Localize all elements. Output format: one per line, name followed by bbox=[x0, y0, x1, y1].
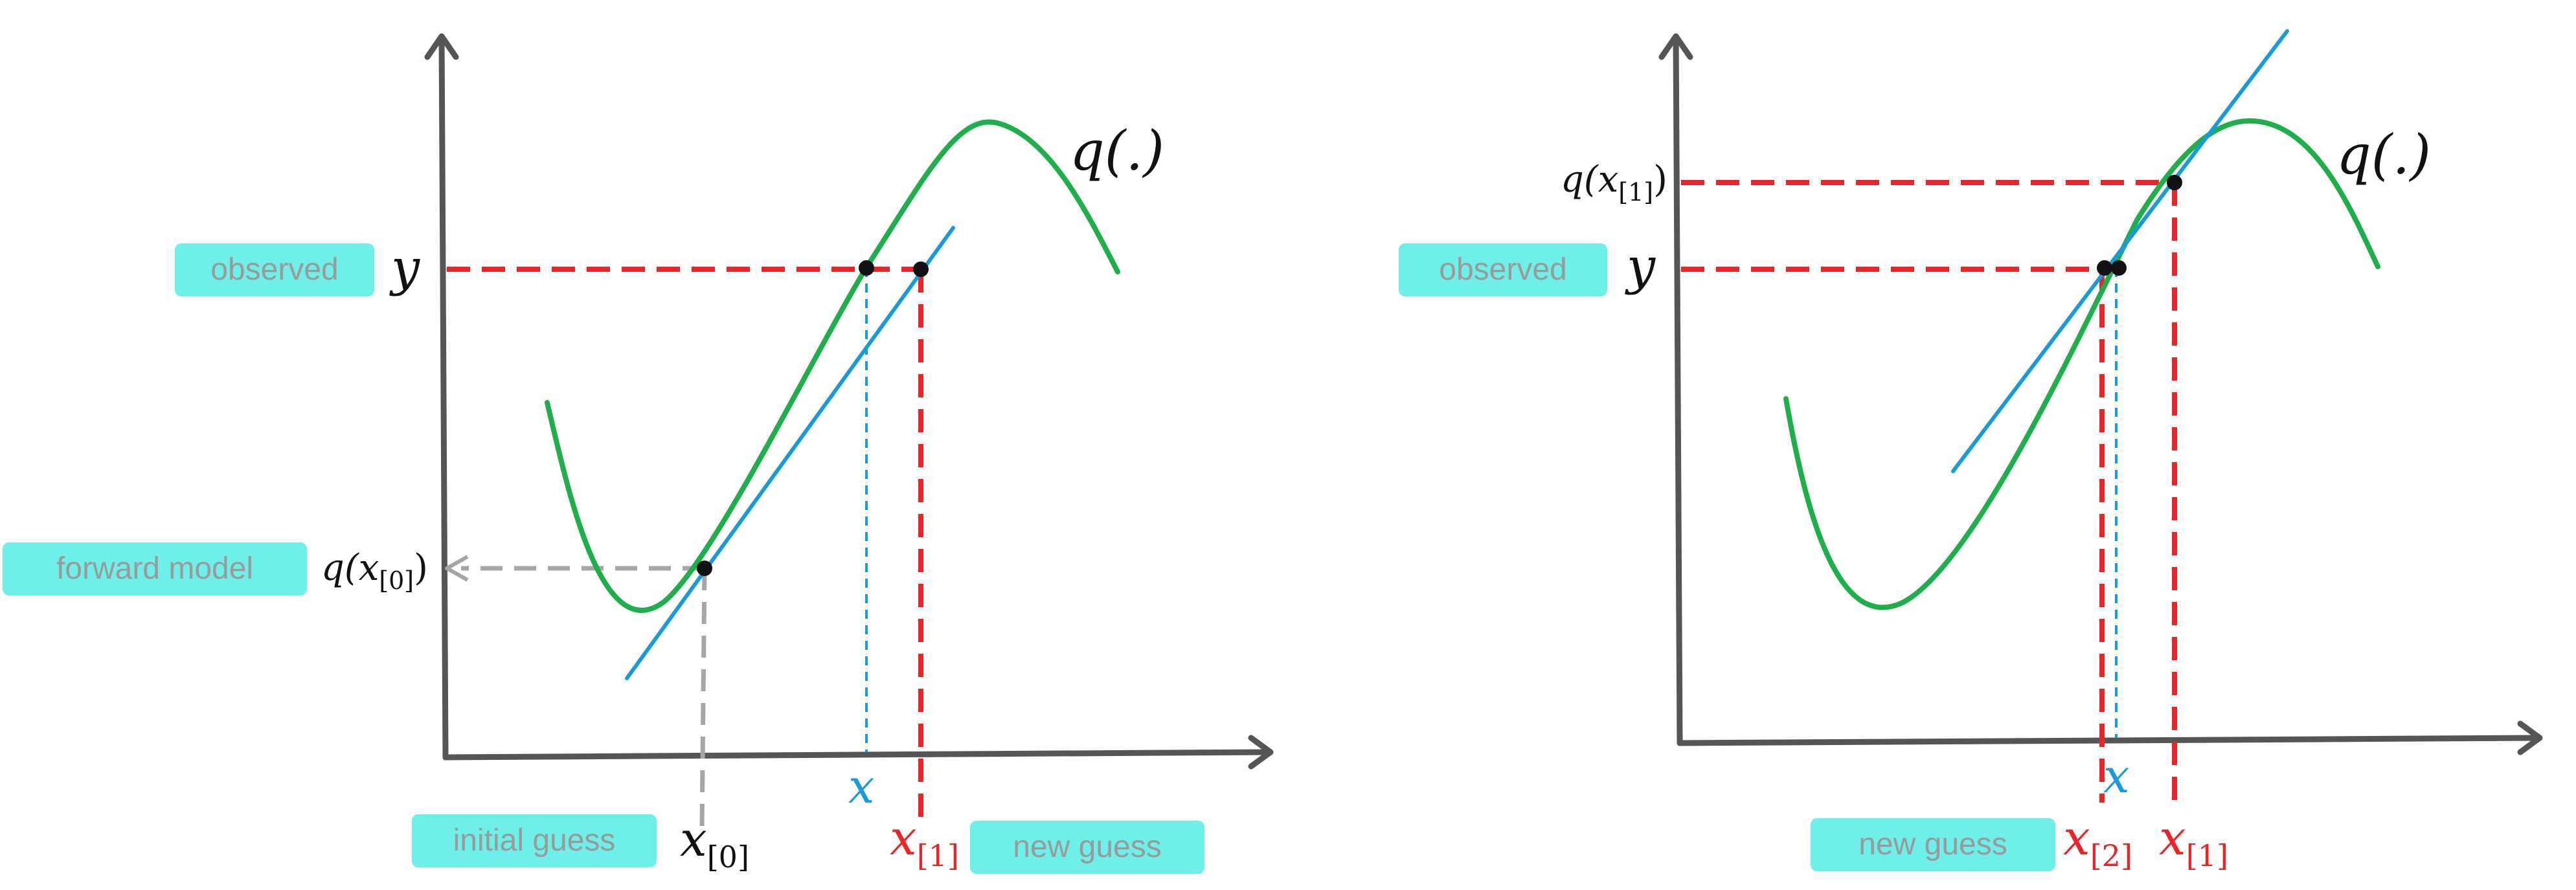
left-forward-model-curve bbox=[545, 119, 1120, 613]
left-tag-new-guess: new guess bbox=[970, 821, 1204, 874]
left-forward-model-arrowhead bbox=[445, 555, 469, 582]
right-label-true-x: x bbox=[2103, 749, 2130, 803]
right-forward-model-curve bbox=[1783, 118, 2380, 610]
left-point-new-guess bbox=[913, 261, 929, 277]
right-panel: observed new guess y q(.) q(x[1]) x x[2]… bbox=[1399, 29, 2543, 873]
left-x-axis bbox=[442, 749, 1272, 761]
left-tag-observed: observed bbox=[175, 243, 374, 296]
left-label-q-function: q(.) bbox=[1070, 119, 1164, 183]
left-x-axis-arrowhead bbox=[1248, 735, 1274, 770]
left-point-initial-guess bbox=[697, 561, 712, 576]
left-initial-guess-guide bbox=[699, 568, 707, 829]
right-y-axis bbox=[1673, 34, 1683, 746]
svg-text:new guess: new guess bbox=[1013, 830, 1161, 864]
svg-text:new guess: new guess bbox=[1859, 827, 2007, 862]
left-tag-initial-guess: initial guess bbox=[412, 814, 657, 867]
right-label-x1: x[1] bbox=[2159, 810, 2228, 873]
left-label-x1: x[1] bbox=[890, 810, 959, 873]
left-y-axis-arrowhead bbox=[424, 33, 459, 60]
left-tangent-line bbox=[625, 226, 955, 680]
right-label-y: y bbox=[1625, 238, 1656, 296]
right-point-previous-guess bbox=[2167, 175, 2182, 190]
left-label-y: y bbox=[389, 239, 420, 297]
right-tag-observed: observed bbox=[1399, 243, 1607, 296]
left-label-q-x0: q(x[0]) bbox=[321, 547, 428, 595]
svg-text:observed: observed bbox=[1439, 252, 1566, 287]
right-point-true-solution bbox=[2111, 260, 2127, 276]
right-tangent-line bbox=[1951, 29, 2289, 473]
right-x-axis bbox=[1677, 735, 2542, 746]
right-y-axis-arrowhead bbox=[1658, 33, 1693, 60]
right-tag-new-guess: new guess bbox=[1811, 818, 2055, 871]
right-point-new-guess bbox=[2097, 260, 2112, 276]
svg-text:initial guess: initial guess bbox=[453, 823, 616, 858]
right-label-q-x1: q(x[1]) bbox=[1561, 159, 1667, 206]
right-label-q-function: q(.) bbox=[2336, 123, 2431, 186]
left-point-true-solution bbox=[859, 260, 874, 276]
svg-text:observed: observed bbox=[210, 252, 338, 287]
left-label-x0: x[0] bbox=[680, 812, 749, 874]
left-tag-forward-model: forward model bbox=[3, 542, 307, 595]
right-label-x2: x[2] bbox=[2063, 810, 2132, 873]
svg-text:forward model: forward model bbox=[56, 551, 253, 586]
left-label-true-x: x bbox=[848, 759, 875, 814]
left-panel: observed forward model initial guess new… bbox=[3, 33, 1274, 874]
right-x-axis-arrowhead bbox=[2517, 720, 2543, 755]
left-y-axis bbox=[438, 34, 449, 761]
